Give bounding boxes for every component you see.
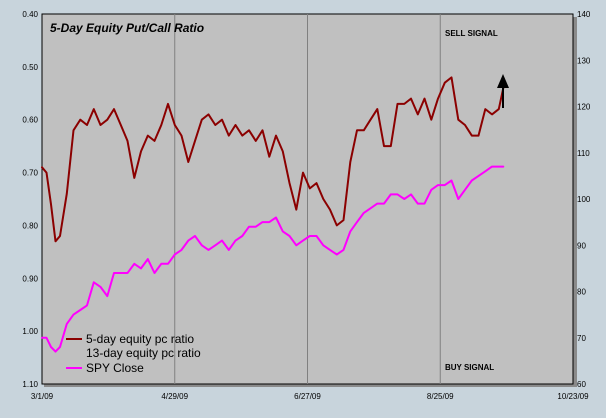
series-lines: [41, 76, 505, 353]
right-tick-label-2: 120: [577, 103, 591, 112]
sell-signal-label: SELL SIGNAL: [445, 29, 498, 38]
right-tick-label-8: 60: [577, 380, 586, 389]
right-tick-label-5: 90: [577, 241, 586, 250]
left-axis-ticks: 0.40 0.50 0.60 0.70 0.80 0.90 1.00 1.10: [22, 10, 38, 389]
legend-label-13day: 13-day equity pc ratio: [86, 346, 201, 360]
left-tick-label-5: 0.90: [22, 274, 38, 283]
buy-signal-label: BUY SIGNAL: [445, 363, 494, 372]
up-arrow-icon: [497, 74, 509, 108]
left-tick-label-4: 0.80: [22, 221, 38, 230]
grid-lines: [174, 14, 441, 384]
x-tick-label-4: 10/23/09: [557, 392, 589, 401]
left-tick-label-0: 0.40: [22, 10, 38, 19]
right-tick-label-3: 110: [577, 149, 590, 158]
right-axis-ticks: 140 130 120 110 100 90 80 70 60: [577, 10, 591, 389]
x-tick-label-1: 4/29/09: [161, 392, 188, 401]
x-tick-label-3: 8/25/09: [427, 392, 454, 401]
left-tick-label-3: 0.70: [22, 169, 38, 178]
left-tick-label-7: 1.10: [22, 380, 38, 389]
left-tick-label-2: 0.60: [22, 116, 38, 125]
x-axis-ticks: 3/1/09 4/29/09 6/27/09 8/25/09 10/23/09: [31, 392, 589, 401]
left-tick-label-1: 0.50: [22, 63, 38, 72]
x-tick-label-0: 3/1/09: [31, 392, 54, 401]
chart-title: 5-Day Equity Put/Call Ratio: [50, 21, 204, 35]
right-tick-label-6: 80: [577, 288, 586, 297]
legend-label-pc-ratio: 5-day equity pc ratio: [86, 332, 194, 346]
right-tick-label-4: 100: [577, 195, 591, 204]
legend-label-spy: SPY Close: [86, 361, 144, 375]
x-tick-label-2: 6/27/09: [294, 392, 321, 401]
legend: 5-day equity pc ratio 13-day equity pc r…: [66, 332, 201, 375]
right-tick-label-0: 140: [577, 10, 591, 19]
right-tick-label-1: 130: [577, 56, 591, 65]
series-line-spy: [41, 165, 505, 353]
series-line-pc-ratio: [41, 76, 505, 243]
right-tick-label-7: 70: [577, 334, 586, 343]
left-tick-label-6: 1.00: [22, 327, 38, 336]
